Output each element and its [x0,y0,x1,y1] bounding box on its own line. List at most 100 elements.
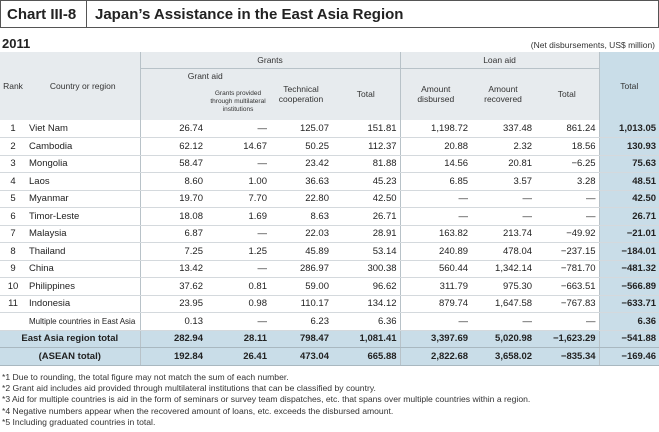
cell-ltotal: −663.51 [535,277,600,296]
cell-multi: — [206,260,270,278]
cell-gtotal: 28.91 [332,225,401,243]
cell-country: Mongolia [26,155,140,173]
summary-row: East Asia region total 282.94 28.11 798.47 1… [0,330,659,348]
table-row: 10 Philippines 37.62 0.81 59.00 96.62 311.79 97… [0,277,659,296]
col-grant-aid: Grant aid [139,68,270,84]
cell-ltotal: −237.15 [535,242,600,261]
footnotes: *1 Due to rounding, the total figure may… [2,372,530,428]
cell-country: Multiple countries in East Asia [26,312,140,331]
cell-disbursed: — [399,190,472,208]
cell-multi: — [206,312,270,331]
cell-recovered: 3.57 [471,172,536,191]
table-row: 9 China 13.42—286.97 300.38 560.44 1,342.14 −7… [0,260,659,278]
col-technical-cooperation: Technical cooperation [270,68,332,120]
cell-multi: 1.69 [206,207,270,226]
footnote: *2 Grant aid includes aid provided throu… [2,383,376,394]
footnote: *3 Aid for multiple countries is aid in … [2,394,531,405]
cell-tech: 125.07 [270,120,332,138]
cell-ltotal: — [535,190,600,208]
table-row: Multiple countries in East Asia 0.13—6.23… [0,312,659,331]
cell-gtotal: 665.88 [332,347,401,366]
cell-total: −633.71 [598,295,659,313]
cell-total: −169.46 [598,347,659,366]
col-country: Country or region [26,52,140,120]
cell-grant_aid: 6.87 [139,225,206,243]
cell-disbursed: — [399,207,472,226]
cell-recovered: 5,020.98 [471,330,536,348]
cell-tech: 23.42 [270,155,332,173]
cell-country: Laos [26,172,140,191]
cell-grant_aid: 7.25 [139,242,206,261]
cell-disbursed: 14.56 [399,155,472,173]
col-grants-total: Total [332,68,401,120]
cell-rank: 8 [0,242,26,261]
cell-gtotal: 112.37 [332,137,401,156]
cell-country: Thailand [26,242,140,261]
cell-grant_aid: 0.13 [139,312,206,331]
cell-disbursed: 163.82 [399,225,472,243]
cell-total: 42.50 [598,190,659,208]
cell-grant_aid: 23.95 [139,295,206,313]
cell-multi: 14.67 [206,137,270,156]
cell-recovered: 337.48 [471,120,536,138]
cell-grant_aid: 62.12 [139,137,206,156]
footnote: *1 Due to rounding, the total figure may… [2,372,289,382]
table-row: 4 Laos 8.60 1.00 36.63 45.23 6.85 3.57 3.28 48.51 [0,172,659,191]
cell-country: Cambodia [26,137,140,156]
cell-country: Viet Nam [26,120,140,138]
cell-tech: 473.04 [270,347,332,366]
cell-grant_aid: 37.62 [139,277,206,296]
cell-ltotal: −49.92 [535,225,600,243]
col-grants: Grants [139,52,401,69]
cell-multi: 1.00 [206,172,270,191]
chart-number: Chart III-8 [1,1,87,27]
cell-total: −481.32 [598,260,659,278]
cell-rank: 3 [0,155,26,173]
col-total: Total [598,52,659,120]
cell-tech: 798.47 [270,330,332,348]
cell-tech: 8.63 [270,207,332,226]
cell-disbursed: 1,198.72 [399,120,472,138]
cell-recovered: — [471,312,536,331]
cell-multi: — [206,120,270,138]
cell-disbursed: 240.89 [399,242,472,261]
cell-country: China [26,260,140,278]
cell-gtotal: 42.50 [332,190,401,208]
col-loan-total: Total [535,68,600,120]
cell-ltotal: — [535,207,600,226]
table-row: 3 Mongolia 58.47—23.42 81.88 14.56 20.81 −6.25… [0,155,659,173]
cell-rank: 4 [0,172,26,191]
col-amount-disbursed: Amount disbursed [399,68,472,120]
summary-row: (ASEAN total) 192.84 26.41 473.04 665.88 2,82… [0,347,659,366]
cell-multi: — [206,155,270,173]
cell-recovered: — [471,207,536,226]
cell-disbursed: 2,822.68 [399,347,472,366]
cell-gtotal: 53.14 [332,242,401,261]
cell-recovered: 2.32 [471,137,536,156]
cell-recovered: 1,342.14 [471,260,536,278]
cell-country: Philippines [26,277,140,296]
col-rank: Rank [0,52,26,120]
cell-rank: 10 [0,277,26,296]
cell-disbursed: 311.79 [399,277,472,296]
footnote: *4 Negative numbers appear when the reco… [2,405,394,416]
cell-multi: — [206,225,270,243]
cell-grant_aid: 8.60 [139,172,206,191]
cell-grant_aid: 18.08 [139,207,206,226]
cell-tech: 50.25 [270,137,332,156]
cell-gtotal: 96.62 [332,277,401,296]
cell-disbursed: 20.88 [399,137,472,156]
table-row: 1 Viet Nam 26.74—125.07 151.81 1,198.72 337.4… [0,120,659,138]
summary-label: (ASEAN total) [0,347,140,366]
chart-title: Japan’s Assistance in the East Asia Regi… [95,5,404,23]
cell-multi: 28.11 [206,330,270,348]
footnote: *5 Including graduated countries in tota… [2,416,156,427]
cell-multi: 26.41 [206,347,270,366]
cell-grant_aid: 26.74 [139,120,206,138]
cell-total: 130.93 [598,137,659,156]
cell-tech: 286.97 [270,260,332,278]
cell-rank: 2 [0,137,26,156]
cell-rank: 9 [0,260,26,278]
assistance-table: Rank Country or region Grants Loan aid T… [0,52,659,366]
cell-country: Indonesia [26,295,140,313]
